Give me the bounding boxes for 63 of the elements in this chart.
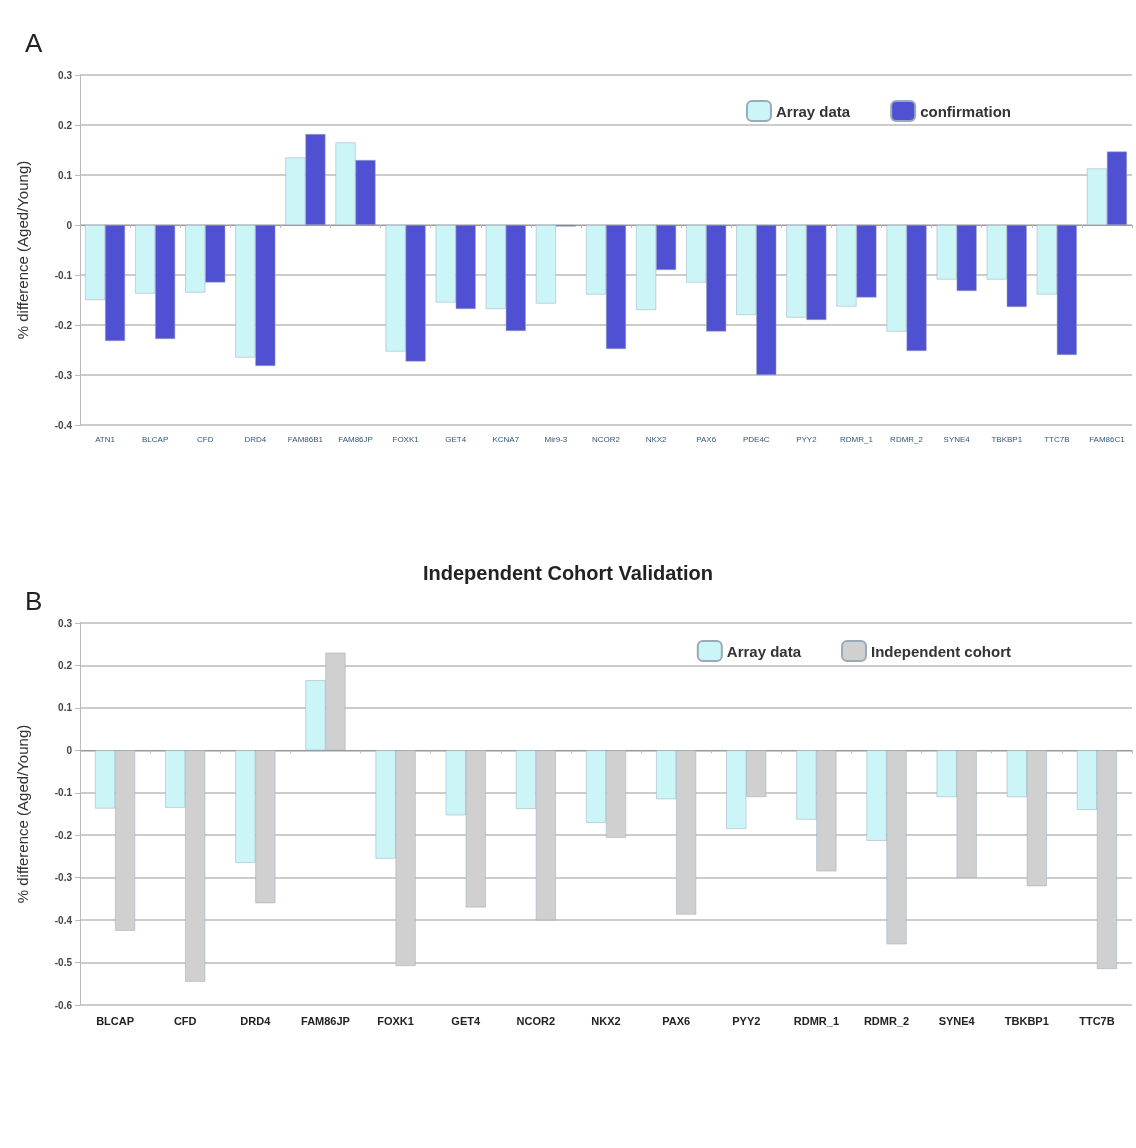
y-tick-label: -0.4 <box>54 914 73 926</box>
y-tick-label: -0.4 <box>54 419 73 431</box>
x-tick-label: RDMR_1 <box>840 434 874 444</box>
x-tick-label: PAX6 <box>696 434 717 444</box>
x-tick-label: FAM86JP <box>301 1014 350 1027</box>
y-tick-label: -0.5 <box>54 957 73 969</box>
y-axis-title: % difference (Aged/Young) <box>14 160 31 340</box>
text: B <box>25 586 43 616</box>
x-tick-label: NKX2 <box>591 1014 621 1027</box>
x-tick-label: Mir9-3 <box>544 434 568 444</box>
x-tick-label: TTC7B <box>1044 434 1070 444</box>
legend-label: confirmation <box>920 102 1012 120</box>
x-tick-label: PYY2 <box>796 434 818 444</box>
y-tick-label: 0.1 <box>58 702 73 714</box>
y-tick-label: 0.3 <box>58 69 73 81</box>
y-tick-label: -0.3 <box>54 872 73 884</box>
text: A <box>25 28 43 58</box>
x-tick-label: SYNE4 <box>938 1014 976 1027</box>
x-tick-label: FAM86C1 <box>1089 434 1126 444</box>
y-tick-label: 0.2 <box>58 659 73 671</box>
x-tick-label: RDMR_1 <box>793 1014 840 1027</box>
x-tick-label: GET4 <box>445 434 467 444</box>
x-tick-label: GET4 <box>451 1014 481 1027</box>
y-tick-label: 0.2 <box>58 119 73 131</box>
x-tick-label: CFD <box>197 434 214 444</box>
x-tick-label: NCOR2 <box>591 434 621 444</box>
y-tick-label: -0.6 <box>54 999 73 1011</box>
y-tick-label: 0.3 <box>58 617 73 629</box>
x-tick-label: RDMR_2 <box>863 1014 910 1027</box>
x-tick-label: KCNA7 <box>492 434 520 444</box>
x-tick-label: SYNE4 <box>943 434 971 444</box>
x-tick-label: RDMR_2 <box>890 434 924 444</box>
x-tick-label: BLCAP <box>142 434 169 444</box>
x-tick-label: PYY2 <box>732 1014 761 1027</box>
legend-label: Array data <box>726 642 802 660</box>
x-tick-label: TBKBP1 <box>991 434 1023 444</box>
legend-label: Array data <box>775 102 851 120</box>
x-tick-label: CFD <box>173 1014 197 1027</box>
x-tick-label: BLCAP <box>96 1014 135 1027</box>
y-tick-label: -0.3 <box>54 369 73 381</box>
x-tick-label: NCOR2 <box>516 1014 556 1027</box>
x-tick-label: TBKBP1 <box>1004 1014 1049 1027</box>
chart-title: Independent Cohort Validation <box>423 562 713 584</box>
x-tick-label: FOXK1 <box>392 434 420 444</box>
x-tick-label: PDE4C <box>742 434 770 444</box>
x-tick-label: FAM86B1 <box>287 434 324 444</box>
y-axis-title: % difference (Aged/Young) <box>14 724 31 904</box>
y-tick-label: 0 <box>66 219 73 231</box>
x-tick-label: DRD4 <box>240 1014 272 1027</box>
y-tick-label: -0.2 <box>54 829 73 841</box>
y-tick-label: 0.1 <box>58 169 73 181</box>
y-tick-label: -0.1 <box>54 787 73 799</box>
y-tick-label: 0 <box>66 744 73 756</box>
y-tick-label: -0.1 <box>54 269 73 281</box>
x-tick-label: FAM86JP <box>338 434 373 444</box>
x-tick-label: PAX6 <box>662 1014 691 1027</box>
x-tick-label: ATN1 <box>95 434 116 444</box>
x-tick-label: NKX2 <box>645 434 668 444</box>
y-tick-label: -0.2 <box>54 319 73 331</box>
x-tick-label: DRD4 <box>244 434 267 444</box>
legend-label: Independent cohort <box>871 642 1011 660</box>
x-tick-label: TTC7B <box>1079 1014 1115 1027</box>
x-tick-label: FOXK1 <box>377 1014 414 1027</box>
